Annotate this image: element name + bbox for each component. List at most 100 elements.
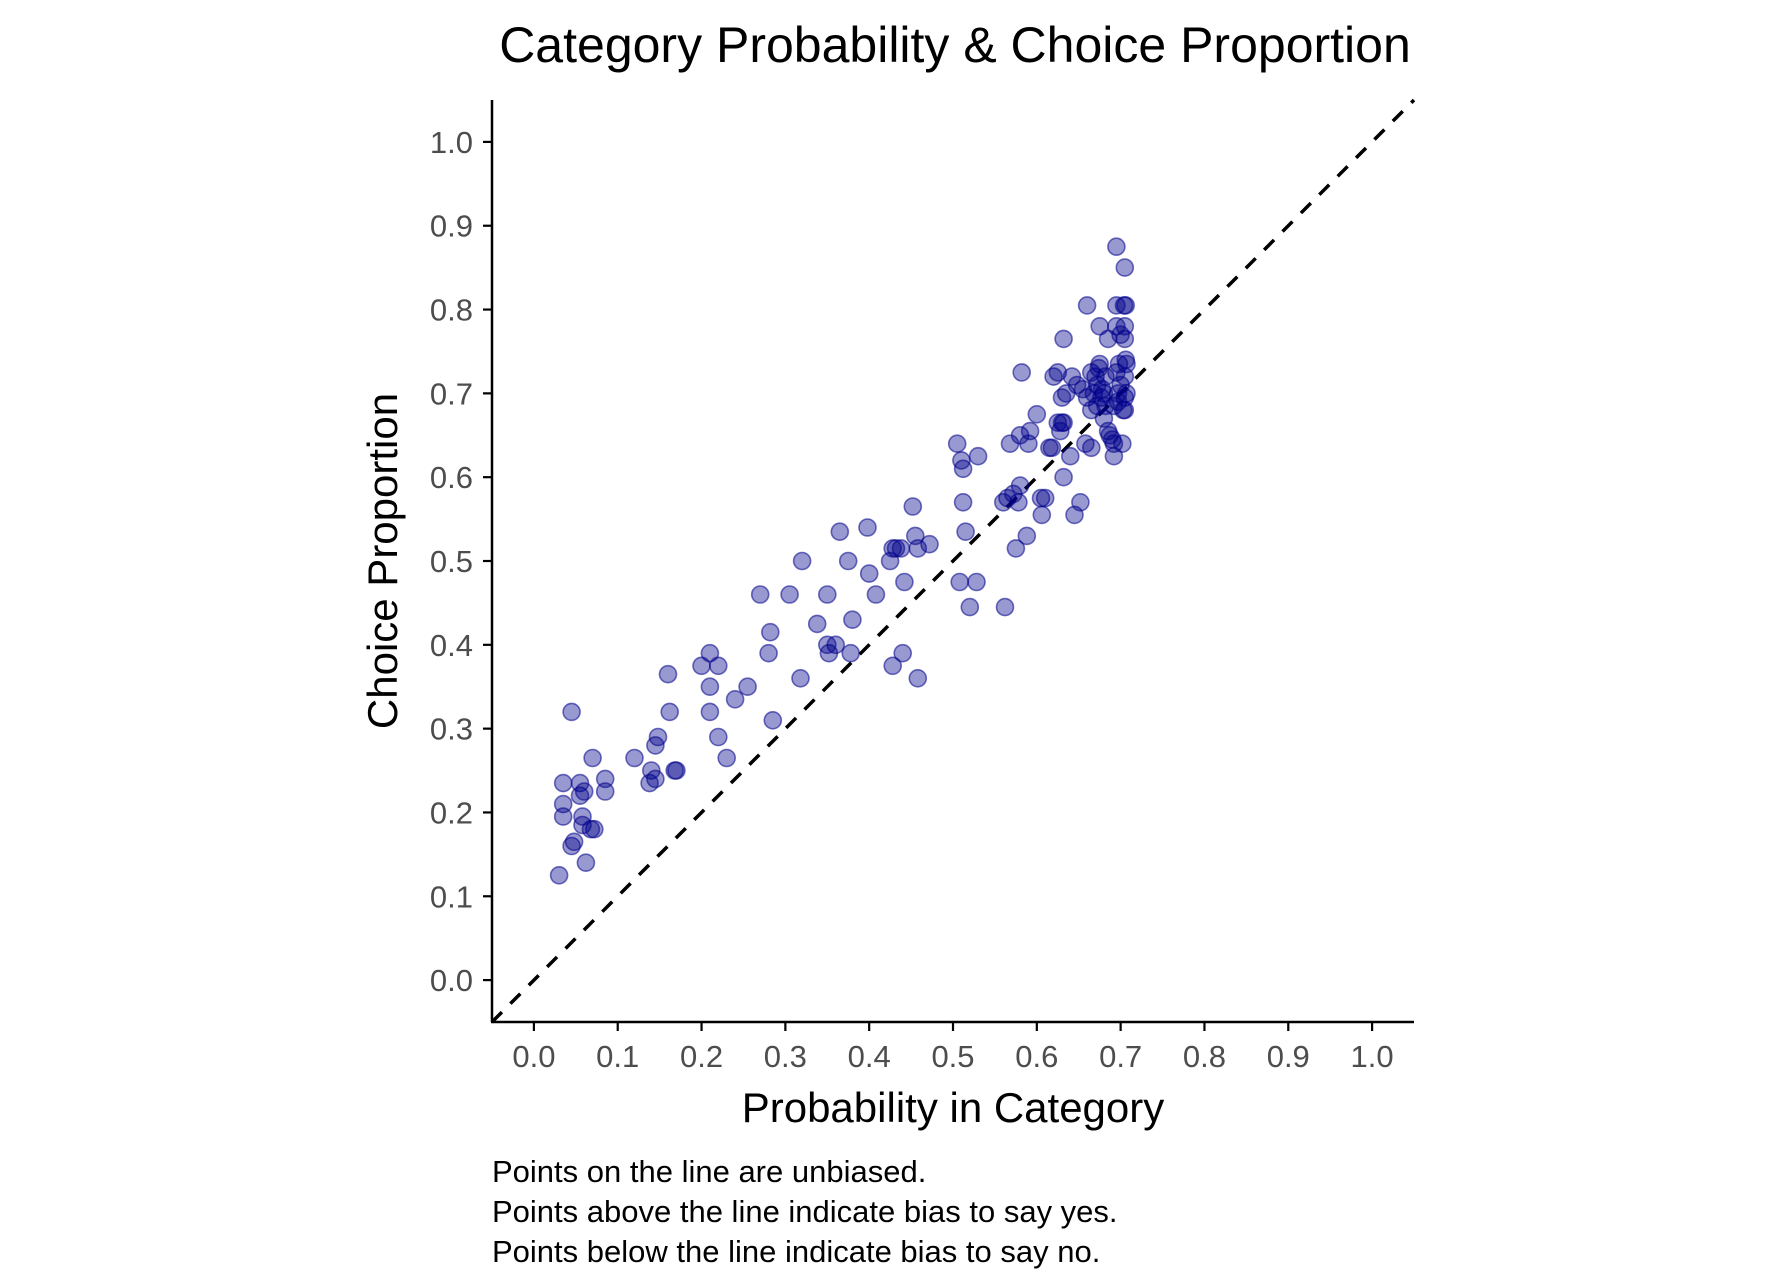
data-point xyxy=(1032,505,1052,525)
y-tick-label: 0.2 xyxy=(430,795,473,830)
data-point xyxy=(1107,237,1126,256)
data-point xyxy=(584,819,604,839)
y-axis-title: Choice Proportion xyxy=(359,393,406,729)
data-point xyxy=(1054,467,1073,487)
x-tick-label: 0.3 xyxy=(764,1039,807,1074)
data-point xyxy=(947,434,967,454)
data-point xyxy=(791,668,810,688)
x-tick-label: 1.0 xyxy=(1351,1039,1394,1074)
data-point xyxy=(564,832,584,852)
x-tick-label: 0.5 xyxy=(931,1039,974,1074)
x-tick-label: 0.0 xyxy=(512,1039,555,1074)
data-point xyxy=(895,572,914,592)
data-point xyxy=(1116,296,1135,315)
x-tick-label: 0.7 xyxy=(1099,1039,1142,1074)
data-point xyxy=(792,551,812,571)
data-point xyxy=(891,539,911,558)
data-point xyxy=(700,677,720,697)
data-point xyxy=(1017,526,1037,546)
data-point xyxy=(780,585,799,604)
plot-area: 0.0 0.1 0.2 0.3 0.4 0.5 0.6 0.7 0.8 0.9 1.0 0.0 0.1… xyxy=(430,98,1416,1074)
chart-title: Category Probability & Choice Proportion xyxy=(499,17,1411,73)
data-point xyxy=(995,597,1015,617)
y-tick-label: 0.1 xyxy=(430,879,473,914)
y-tick-label: 0.3 xyxy=(430,712,473,747)
data-point xyxy=(760,622,780,642)
data-point xyxy=(1020,421,1040,441)
data-point xyxy=(1010,476,1030,495)
data-point xyxy=(883,656,903,676)
data-point xyxy=(553,773,573,793)
data-point xyxy=(625,748,644,768)
y-axis-ticks: 0.0 0.1 0.2 0.3 0.4 0.5 0.6 0.7 0.8 0.9 1.0 xyxy=(430,125,492,998)
data-point xyxy=(1077,296,1097,315)
data-point xyxy=(920,534,939,554)
data-point xyxy=(1115,258,1135,277)
data-point xyxy=(841,643,861,663)
data-point xyxy=(574,782,594,801)
y-tick-label: 0.8 xyxy=(430,293,473,328)
data-point xyxy=(717,748,737,768)
data-point xyxy=(960,597,980,617)
data-point xyxy=(708,656,728,676)
data-point xyxy=(908,539,928,558)
data-point xyxy=(838,551,858,571)
data-point xyxy=(1071,492,1090,512)
data-point xyxy=(576,853,596,873)
data-point xyxy=(570,773,590,793)
data-point xyxy=(553,794,573,814)
data-point xyxy=(738,677,757,697)
y-tick-label: 0.0 xyxy=(430,963,473,998)
data-point xyxy=(759,643,778,663)
data-point xyxy=(859,564,879,583)
y-tick-label: 0.6 xyxy=(430,460,473,495)
data-point xyxy=(953,459,973,479)
data-point xyxy=(1061,446,1080,466)
chart-caption: Points on the line are unbiased. Points … xyxy=(492,1152,1118,1272)
data-point xyxy=(660,702,680,722)
data-point xyxy=(725,689,745,709)
x-axis-title: Probability in Category xyxy=(742,1084,1165,1131)
data-point xyxy=(700,702,720,722)
data-point xyxy=(908,668,928,688)
data-point xyxy=(1115,329,1135,349)
data-point xyxy=(641,761,661,780)
data-point xyxy=(1113,434,1132,454)
data-point xyxy=(595,769,615,789)
data-point xyxy=(1048,363,1068,382)
data-point xyxy=(583,748,602,768)
x-tick-label: 0.6 xyxy=(1015,1039,1058,1074)
y-tick-label: 0.9 xyxy=(430,209,473,244)
data-point xyxy=(1054,329,1073,349)
data-point xyxy=(953,492,973,512)
data-point xyxy=(700,643,720,663)
y-tick-label: 0.5 xyxy=(430,544,473,579)
data-point xyxy=(1027,404,1047,424)
data-point xyxy=(1009,492,1028,512)
y-tick-label: 1.0 xyxy=(430,125,473,160)
x-tick-label: 0.9 xyxy=(1267,1039,1310,1074)
data-point xyxy=(1117,354,1136,374)
data-point xyxy=(750,585,770,604)
data-point xyxy=(1115,316,1135,336)
data-points xyxy=(549,237,1136,885)
data-point xyxy=(886,539,906,558)
data-point xyxy=(956,522,975,542)
data-point xyxy=(893,643,913,663)
data-point xyxy=(817,585,837,604)
x-tick-label: 0.4 xyxy=(848,1039,891,1074)
data-point xyxy=(826,635,846,655)
data-point xyxy=(1073,379,1093,399)
data-point xyxy=(1115,400,1135,420)
x-tick-label: 0.8 xyxy=(1183,1039,1226,1074)
data-point xyxy=(595,782,615,801)
data-point xyxy=(646,769,665,789)
x-tick-label: 0.1 xyxy=(596,1039,639,1074)
data-point xyxy=(1117,384,1136,403)
x-tick-label: 0.2 xyxy=(680,1039,723,1074)
data-point xyxy=(1054,413,1073,433)
data-point xyxy=(648,727,668,747)
data-point xyxy=(549,865,569,885)
y-tick-label: 0.4 xyxy=(430,628,473,663)
